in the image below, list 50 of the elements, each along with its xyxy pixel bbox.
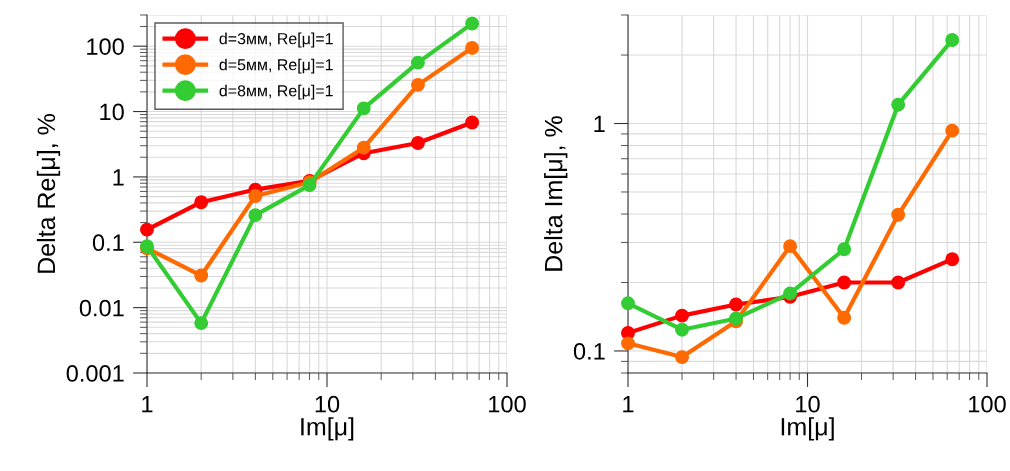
point xyxy=(837,242,852,257)
point xyxy=(356,140,371,155)
y-tick-label: 1 xyxy=(113,169,124,186)
point xyxy=(465,115,480,130)
point xyxy=(248,208,263,223)
x-axis-title: Im[μ] xyxy=(301,417,354,441)
point xyxy=(891,97,906,112)
y-tick-label: 0.1 xyxy=(573,343,605,360)
x-tick-label: 100 xyxy=(489,395,526,413)
x-tick-label: 1 xyxy=(623,396,634,413)
point xyxy=(621,296,635,311)
y-tick-label: 0.1 xyxy=(92,234,124,252)
legend-label: d=8мм, Re[μ]=1 xyxy=(219,84,333,100)
point xyxy=(356,101,371,116)
point xyxy=(729,297,744,312)
point xyxy=(837,310,852,325)
point xyxy=(837,275,852,290)
point xyxy=(945,252,960,267)
x-tick-label: 100 xyxy=(969,395,1006,413)
x-axis-title: Im[μ] xyxy=(781,417,834,441)
point xyxy=(783,239,798,254)
legend-label: d=3мм, Re[μ]=1 xyxy=(219,32,333,48)
point xyxy=(248,189,263,203)
point xyxy=(675,322,689,337)
point xyxy=(410,136,425,150)
point xyxy=(410,55,425,70)
point xyxy=(891,275,906,290)
point xyxy=(465,40,480,55)
x-tick-label: 10 xyxy=(796,395,820,413)
y-tick-label: 10 xyxy=(100,103,124,121)
point xyxy=(675,308,689,323)
legend-label: d=5мм, Re[μ]=1 xyxy=(219,58,333,74)
point xyxy=(140,222,154,237)
point xyxy=(194,316,209,331)
point xyxy=(675,350,689,365)
x-tick-label: 1 xyxy=(142,396,153,413)
point xyxy=(410,77,425,92)
point xyxy=(945,123,960,138)
point xyxy=(194,268,209,283)
y-tick-label: 0.01 xyxy=(79,299,124,317)
y-axis-title: Delta Re[μ], % xyxy=(36,114,61,273)
point xyxy=(465,16,480,31)
point xyxy=(891,207,906,222)
point xyxy=(194,195,209,210)
x-tick-label: 10 xyxy=(315,395,340,413)
y-tick-label: 100 xyxy=(87,38,124,55)
y-tick-label: 0.001 xyxy=(66,365,124,382)
point xyxy=(621,336,635,351)
y-axis-title: Delta Im[μ], % xyxy=(544,116,568,271)
point xyxy=(945,33,960,47)
